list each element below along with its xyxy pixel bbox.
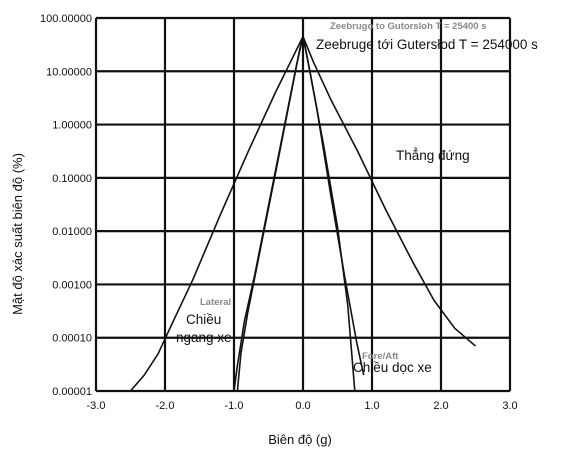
lateral-series-label-line2: ngang xe [176,330,232,345]
x-tick-label: 0.0 [295,400,310,412]
y-tick-label: 1.00000 [52,120,92,132]
y-tick-label: 0.00010 [52,333,92,345]
x-tick-label: -3.0 [87,400,106,412]
series-lines [129,35,477,392]
x-tick-label: 3.0 [502,400,517,412]
y-axis-label: Mật độ xác suất biên độ (%) [10,153,25,315]
x-axis-label: Biên độ (g) [268,432,332,447]
y-tick-label: 0.01000 [52,226,92,238]
lateral-series-label-line1: Chiều [186,312,221,327]
grid [94,16,512,393]
tick-labels: -3.0 -2.0 -1.0 0.0 1.0 2.0 3.0 0.00001 0.00010 0.… [40,13,518,412]
x-tick-label: -2.0 [156,400,175,412]
y-tick-label: 10.00000 [46,66,92,78]
y-tick-label: 0.10000 [52,173,92,185]
caption-text: Zeebruge tới Gutersłod T = 254000 s [316,37,538,52]
lateral-original-label: Lateral [200,297,231,308]
longitudinal-series-label: Chiều dọc xe [353,360,432,375]
x-tick-label: 2.0 [433,400,448,412]
vertical-series-label: Thẳng đứng [396,148,470,163]
y-tick-label: 100.00000 [40,13,92,25]
y-tick-label: 0.00100 [52,279,92,291]
x-tick-label: -1.0 [225,400,244,412]
caption-original-text: Zeebrugo to Gutorsloh T = 25400 s [330,21,487,32]
series-line-longitudinal [233,35,356,392]
x-tick-label: 1.0 [364,400,379,412]
longitudinal-original-label: Fore/Aft [362,351,399,362]
y-tick-label: 0.00001 [52,386,92,398]
